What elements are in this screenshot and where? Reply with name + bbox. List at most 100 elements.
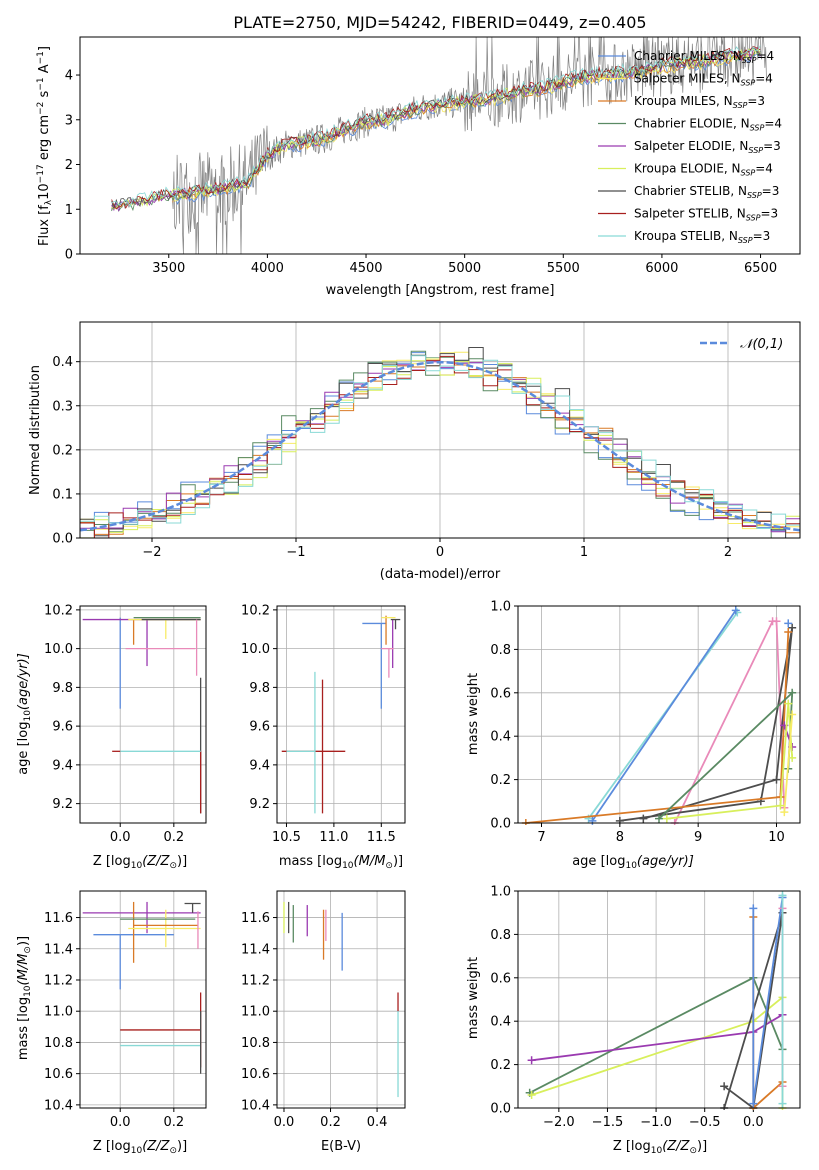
xtick-label-3: 5000 xyxy=(448,261,481,276)
p7-frame xyxy=(276,890,406,1109)
weight-marker-1-0 xyxy=(527,1090,536,1099)
residual-hist-8 xyxy=(80,355,800,529)
spectrum-legend-label-0: Chabrier MILES, NSSP=4 xyxy=(634,49,774,65)
ytick-label-3: 3 xyxy=(65,113,73,128)
spectrum-ylabel: Flux [fλ10−17 erg cm−2 s−1 A−1] xyxy=(36,46,54,246)
ytick-label-1: 10.6 xyxy=(44,1067,73,1082)
ytick-label-4: 10.0 xyxy=(241,642,270,657)
residuals-ylabel: Normed distribution xyxy=(28,365,43,495)
residuals-xlabel: (data-model)/error xyxy=(380,567,501,582)
weight-marker-7-0 xyxy=(778,891,787,900)
xtick-label-4: 2 xyxy=(724,545,732,560)
ytick-label-4: 11.2 xyxy=(44,973,73,988)
p5-frame xyxy=(517,605,801,824)
spectrum-legend-label-1: Salpeter MILES, NSSP=4 xyxy=(634,72,773,88)
ytick-label-1: 10.6 xyxy=(241,1067,270,1082)
ytick-label-1: 9.4 xyxy=(52,758,73,773)
spectrum-model-3 xyxy=(111,47,761,212)
spectrum-model-6 xyxy=(111,47,761,210)
ytick-label-2: 0.4 xyxy=(490,1015,511,1030)
ytick-label-2: 10.8 xyxy=(241,1036,270,1051)
xtick-label-2: 11.5 xyxy=(367,830,396,845)
xtick-label-2: −1.0 xyxy=(640,1115,672,1130)
weight-line-5 xyxy=(658,690,794,820)
mw-Z-ylabel: mass weight xyxy=(466,957,481,1039)
p6-points xyxy=(82,901,202,1074)
xtick-label-0: 10.5 xyxy=(272,830,301,845)
weight-line-8 xyxy=(783,714,794,813)
xtick-label-0: −2 xyxy=(142,545,161,560)
xtick-label-2: 9 xyxy=(694,830,702,845)
xtick-label-0: 0.0 xyxy=(110,830,131,845)
weight-marker-2-0 xyxy=(527,1056,536,1065)
weight-marker-3-2 xyxy=(788,623,797,632)
ytick-label-4: 0.8 xyxy=(490,643,511,658)
weight-line-1 xyxy=(531,995,784,1108)
weight-marker-5-0 xyxy=(655,814,663,823)
spectrum-legend-label-5: Kroupa ELODIE, NSSP=4 xyxy=(634,162,773,178)
weight-marker-5-1 xyxy=(749,1099,758,1108)
ytick-label-2: 10.8 xyxy=(44,1036,73,1051)
spectrum-panel: 3500 4000 4500 5000 5500 6000 6500 0 1 2 3 4 Chabri… xyxy=(36,35,801,298)
ytick-label-3: 0.6 xyxy=(490,971,511,986)
ytick-label-1: 9.4 xyxy=(249,758,270,773)
age-mass-xlabel: mass [log10(M/M⊙)] xyxy=(279,854,403,871)
weight-marker-9-0 xyxy=(784,619,793,628)
ytick-label-3: 11.0 xyxy=(44,1005,73,1020)
spectrum-axes-frame xyxy=(79,36,801,255)
ytick-label-3: 9.8 xyxy=(249,681,270,696)
xtick-label-5: 6000 xyxy=(645,261,678,276)
ytick-label-0: 0 xyxy=(65,248,73,263)
weight-marker-3-1 xyxy=(772,775,781,784)
ytick-label-2: 9.6 xyxy=(52,720,73,735)
normal-curve xyxy=(79,360,801,532)
ytick-label-3: 0.6 xyxy=(490,686,511,701)
ytick-label-5: 11.4 xyxy=(241,942,270,957)
massweight-vs-age-panel: 7 8 9 10 0.0 0.2 0.4 0.6 0.8 1.0 xyxy=(490,600,801,845)
mw-age-ylabel: mass weight xyxy=(466,673,481,755)
ytick-label-5: 11.4 xyxy=(44,942,73,957)
ytick-label-0: 0.0 xyxy=(490,817,511,832)
mass-Z-ylabel: mass [log10(M/M⊙)] xyxy=(16,936,33,1060)
xtick-label-3: 1 xyxy=(580,545,588,560)
ytick-label-2: 9.6 xyxy=(249,720,270,735)
age-Z-xlabel: Z [log10(Z/Z⊙)] xyxy=(93,854,187,871)
spectrum-legend-label-4: Salpeter ELODIE, NSSP=3 xyxy=(634,139,781,155)
ytick-label-3: 0.3 xyxy=(52,399,73,414)
xtick-label-1: −1.5 xyxy=(592,1115,624,1130)
spectrum-legend: Chabrier MILES, NSSP=4 Salpeter MILES, NS… xyxy=(598,49,782,245)
ytick-label-0: 0.0 xyxy=(490,1102,511,1117)
xtick-label-0: 7 xyxy=(537,830,545,845)
xtick-label-1: 0.2 xyxy=(320,1115,341,1130)
xtick-label-6: 6500 xyxy=(744,261,777,276)
xtick-label-1: −1 xyxy=(286,545,305,560)
p6-frame xyxy=(79,890,207,1109)
ytick-label-2: 2 xyxy=(65,158,73,173)
xtick-label-0: 0.0 xyxy=(274,1115,295,1130)
weight-marker-5-1 xyxy=(788,688,797,697)
spectrum-legend-label-7: Salpeter STELIB, NSSP=3 xyxy=(634,207,778,223)
ytick-label-4: 0.8 xyxy=(490,928,511,943)
weight-marker-8-0 xyxy=(780,808,789,817)
xtick-label-1: 11.0 xyxy=(319,830,348,845)
spectrum-legend-label-8: Kroupa STELIB, NSSP=3 xyxy=(634,229,770,245)
mass-EBV-xlabel: E(B-V) xyxy=(321,1139,361,1154)
massweight-vs-Z-panel: −2.0 −1.5 −1.0 −0.5 0.0 0.0 0.2 0.4 0.6 0.8 1.0 xyxy=(490,885,801,1130)
residuals-series xyxy=(79,347,801,539)
weight-marker-1-1 xyxy=(731,606,740,615)
spectrum-legend-label-6: Chabrier STELIB, NSSP=3 xyxy=(634,184,779,200)
age-Z-ylabel: age [log10(age/yr)] xyxy=(16,653,33,775)
ytick-label-0: 9.2 xyxy=(52,797,73,812)
weight-line-4 xyxy=(525,631,790,824)
ytick-label-4: 11.2 xyxy=(241,973,270,988)
xtick-label-2: 0 xyxy=(436,545,444,560)
xtick-label-1: 0.2 xyxy=(163,830,184,845)
normal-legend-label: 𝒩(0,1) xyxy=(740,337,783,352)
residuals-axes-frame xyxy=(79,321,801,539)
ytick-label-1: 0.2 xyxy=(490,1058,511,1073)
xtick-label-3: −0.5 xyxy=(689,1115,721,1130)
ytick-label-4: 4 xyxy=(65,69,73,84)
weight-marker-3-4 xyxy=(615,816,624,825)
xtick-label-0: 0.0 xyxy=(110,1115,131,1130)
